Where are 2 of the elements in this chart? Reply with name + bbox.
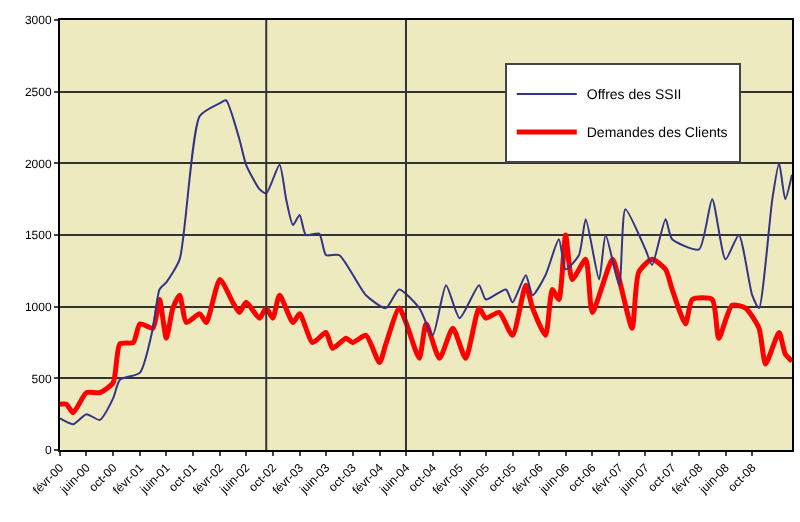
line-series — [60, 99, 792, 426]
line-series — [60, 232, 792, 416]
